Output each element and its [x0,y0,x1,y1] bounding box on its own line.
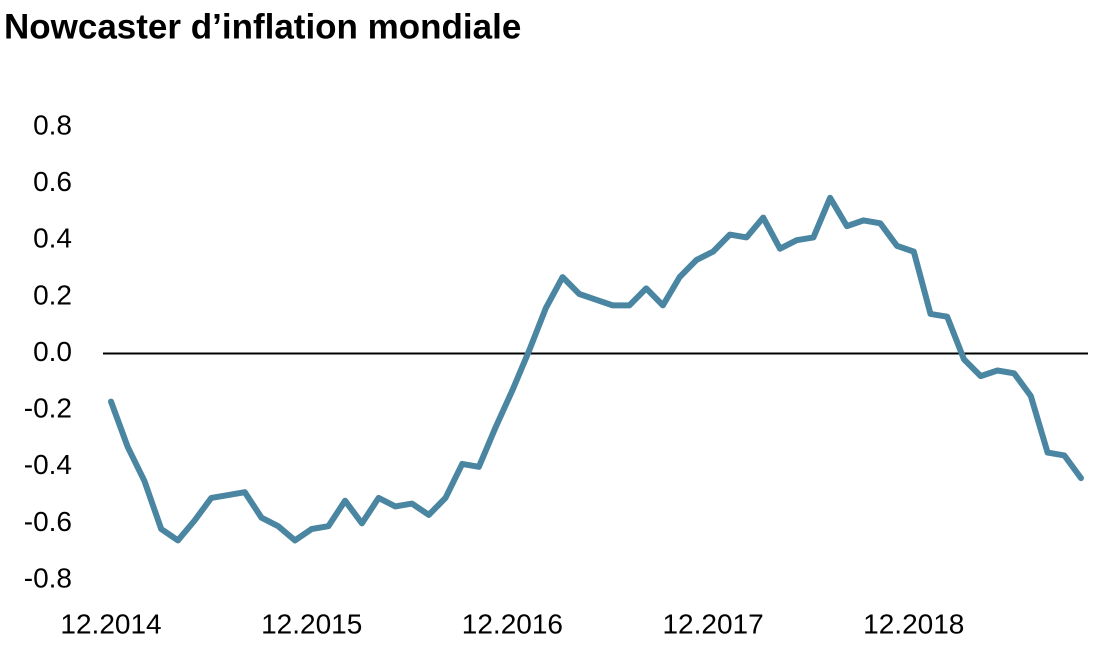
y-tick-label: 0.8 [33,109,72,140]
y-tick-label: -0.2 [24,393,72,424]
y-tick-label: -0.6 [24,506,72,537]
y-tick-label: 0.6 [33,166,72,197]
y-tick-label: -0.8 [24,562,72,593]
y-tick-label: 0.4 [33,223,72,254]
data-line [108,194,1084,544]
chart-title: Nowcaster d’inflation mondiale [4,7,521,46]
y-tick-label: -0.4 [24,449,72,480]
y-tick-label: 0.0 [33,336,72,367]
x-tick-label: 12.2014 [60,608,161,639]
x-tick-label: 12.2016 [462,608,563,639]
x-tick-label: 12.2015 [261,608,362,639]
x-tick-label: 12.2018 [863,608,964,639]
y-tick-label: 0.2 [33,279,72,310]
x-tick-label: 12.2017 [662,608,763,639]
